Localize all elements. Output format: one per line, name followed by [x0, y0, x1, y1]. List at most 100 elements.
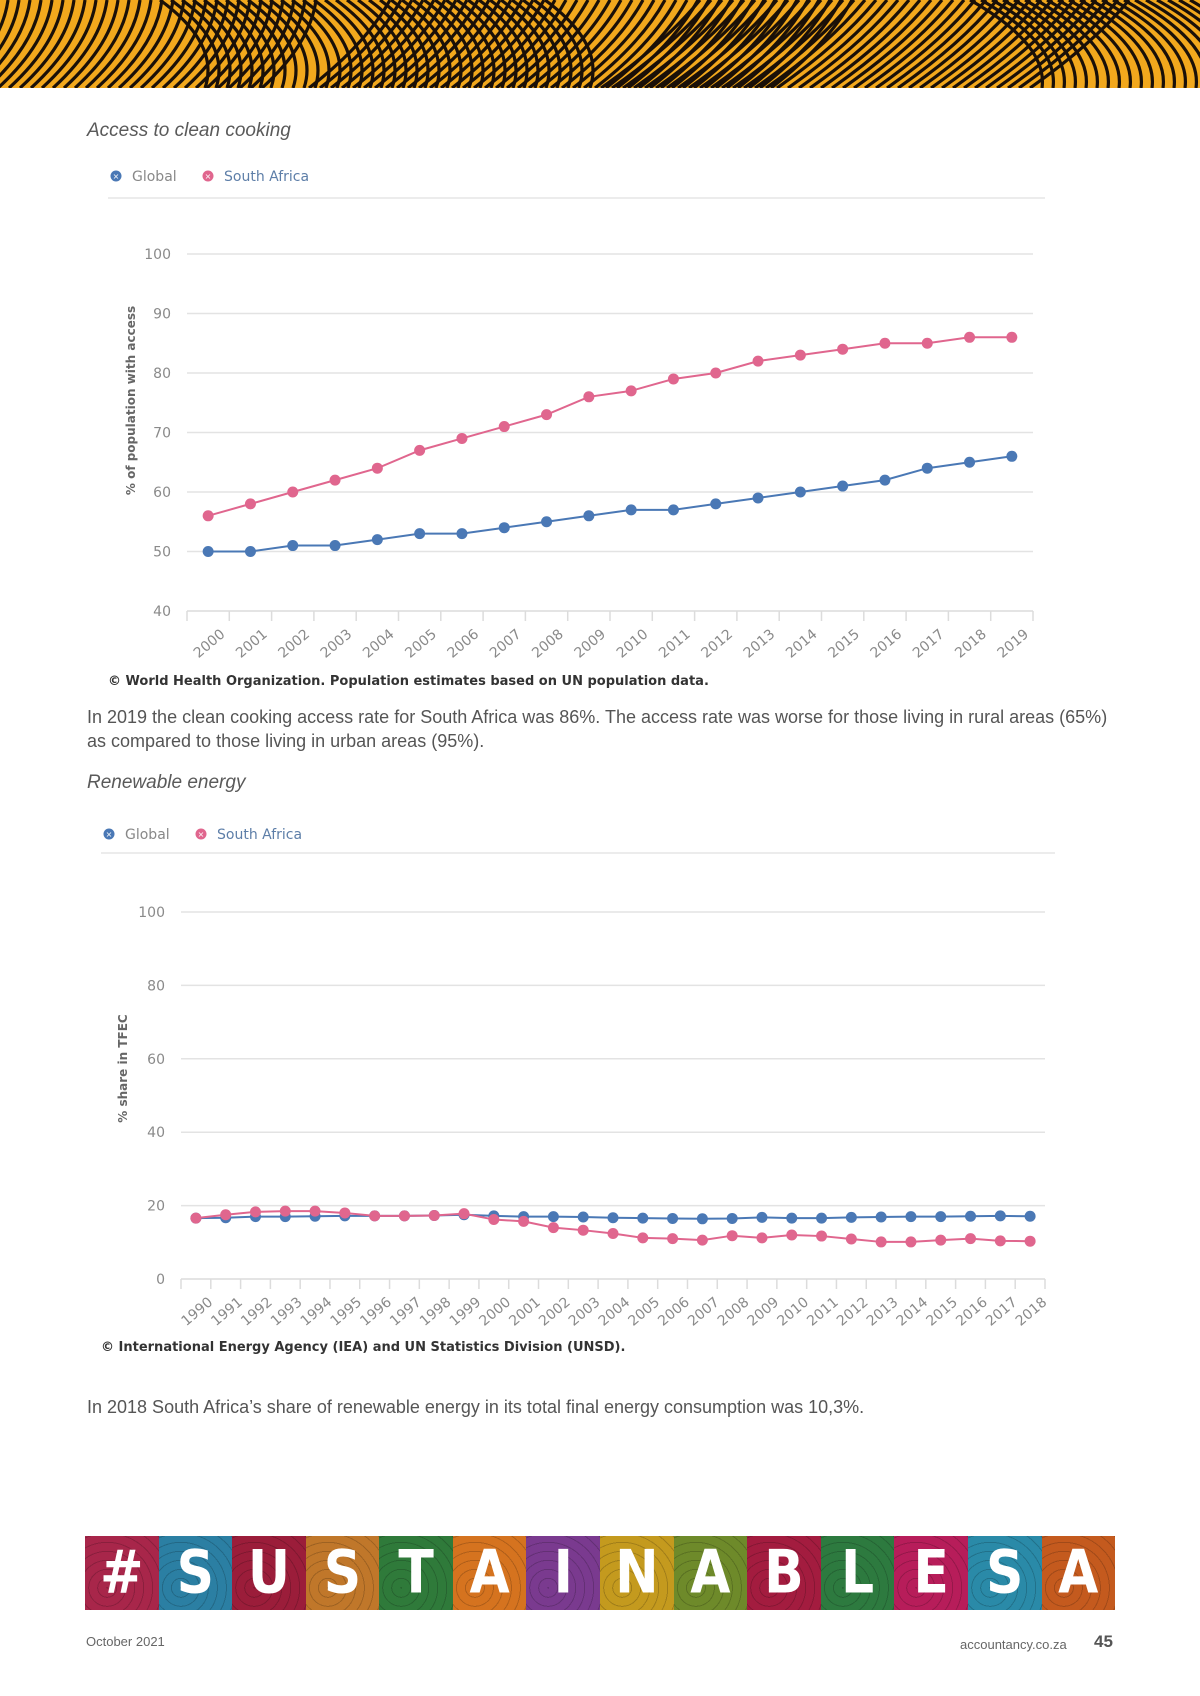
banner-stripe — [357, 0, 408, 88]
data-point — [696, 1234, 708, 1246]
banner-stripe — [1156, 0, 1200, 32]
x-tick-label: 2003 — [318, 626, 356, 661]
data-point — [190, 1212, 202, 1224]
banner-stripe — [291, 0, 342, 88]
banner-stripe — [754, 0, 856, 88]
banner-stripe — [84, 0, 142, 88]
x-tick-label: 2013 — [864, 1294, 902, 1329]
data-point — [837, 480, 849, 492]
hashtag-tile: B — [747, 1536, 821, 1610]
data-point — [875, 1236, 887, 1248]
banner-stripe — [330, 0, 414, 88]
series-global — [202, 450, 1018, 557]
banner-stripe — [313, 0, 364, 88]
data-point — [583, 391, 595, 403]
data-point — [541, 516, 553, 528]
banner-stripe — [561, 0, 645, 88]
banner-stripe — [500, 0, 551, 88]
data-point — [816, 1212, 828, 1224]
y-axis-title: % share in TFEC — [116, 1014, 130, 1123]
hashtag-tile: A — [1041, 1536, 1116, 1610]
banner-stripe — [666, 0, 768, 88]
x-tick-label: 2001 — [506, 1294, 544, 1329]
banner-stripe — [1013, 0, 1089, 88]
data-point — [965, 1210, 977, 1222]
y-tick-label: 80 — [147, 978, 165, 994]
banner-stripe — [407, 0, 491, 88]
banner-stripe — [335, 0, 386, 88]
y-tick-label: 100 — [144, 247, 171, 263]
chart-source-cooking: © World Health Organization. Population … — [108, 674, 709, 689]
data-point — [329, 540, 341, 552]
hashtag-letter: S — [323, 1538, 362, 1608]
legend-marker-icon — [110, 170, 122, 182]
banner-stripe — [418, 0, 502, 88]
banner-stripe — [991, 0, 1067, 88]
banner-stripe — [478, 0, 529, 88]
banner-stripe — [0, 0, 54, 88]
data-point — [921, 337, 933, 349]
banner-stripe — [886, 0, 988, 88]
hashtag-tile: N — [600, 1536, 674, 1610]
x-tick-label: 2011 — [804, 1294, 842, 1329]
banner-stripe — [550, 0, 634, 88]
banner-stripe — [269, 0, 320, 88]
banner-stripe — [980, 0, 1056, 88]
banner-stripe — [1167, 0, 1200, 23]
data-point — [428, 1210, 440, 1222]
legend-x-glyph-icon: × — [106, 830, 113, 839]
data-point — [625, 385, 637, 397]
banner-stripe — [1079, 0, 1155, 88]
x-tick-label: 1997 — [387, 1294, 425, 1329]
x-tick-label: 2009 — [745, 1294, 783, 1329]
x-tick-label: 2005 — [402, 626, 440, 661]
data-point — [935, 1234, 947, 1246]
data-point — [249, 1206, 261, 1218]
banner-stripe — [401, 0, 452, 88]
legend-x-glyph-icon: × — [113, 172, 120, 181]
data-point — [710, 367, 722, 379]
banner-stripe — [583, 0, 667, 88]
banner-stripe — [489, 0, 540, 88]
banner-stripe — [853, 0, 955, 88]
banner-stripe — [203, 0, 254, 88]
banner-stripe — [605, 0, 689, 88]
banner-stripe — [594, 0, 678, 88]
banner-stripe — [1178, 0, 1200, 15]
banner-stripe — [1134, 0, 1200, 59]
x-tick-label: 2009 — [571, 626, 609, 661]
data-point — [964, 331, 976, 343]
data-point — [369, 1210, 381, 1222]
banner-stripe — [677, 0, 779, 88]
banner-stripe — [258, 0, 309, 88]
data-point — [371, 462, 383, 474]
banner-stripe — [969, 0, 1045, 88]
data-point — [456, 432, 468, 444]
banner-stripe — [29, 0, 87, 88]
banner-stripe — [1002, 0, 1078, 88]
y-tick-label: 40 — [147, 1125, 165, 1141]
data-point — [845, 1211, 857, 1223]
x-tick-label: 2011 — [656, 626, 694, 661]
data-point — [577, 1211, 589, 1223]
data-point — [287, 540, 299, 552]
footer-site-link[interactable]: accountancy.co.za — [960, 1637, 1067, 1652]
banner-stripe — [73, 0, 131, 88]
data-point — [667, 1233, 679, 1245]
data-point — [696, 1213, 708, 1225]
banner-stripe — [308, 0, 392, 88]
data-point — [875, 1211, 887, 1223]
series-line — [208, 455, 1012, 553]
paragraph-renewable: In 2018 South Africa’s share of renewabl… — [87, 1397, 865, 1417]
hashtag-letter: T — [398, 1538, 434, 1608]
y-tick-label: 60 — [153, 485, 171, 501]
data-point — [794, 349, 806, 361]
hashtag-letter: S — [986, 1538, 1024, 1608]
banner-stripe — [423, 0, 474, 88]
x-tick-label: 2010 — [774, 1294, 812, 1329]
banner-stripe — [374, 0, 458, 88]
data-point — [667, 504, 679, 516]
y-tick-label: 80 — [153, 366, 171, 382]
x-tick-label: 2004 — [596, 1294, 634, 1329]
hashtag-tile: E — [894, 1536, 968, 1610]
